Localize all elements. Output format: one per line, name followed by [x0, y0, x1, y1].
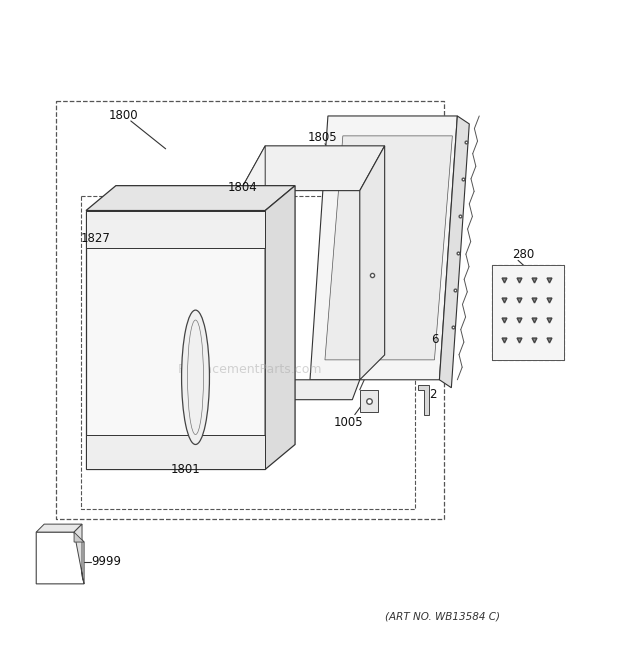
Polygon shape [265, 186, 295, 469]
Text: ReplacementParts.com: ReplacementParts.com [178, 364, 322, 376]
Polygon shape [86, 434, 265, 469]
Text: 9999: 9999 [91, 555, 121, 568]
Text: 1005: 1005 [334, 416, 363, 429]
Text: 6: 6 [432, 333, 439, 346]
Polygon shape [241, 146, 265, 380]
Polygon shape [417, 385, 430, 414]
Polygon shape [440, 116, 469, 388]
Text: 1827: 1827 [81, 232, 111, 245]
Polygon shape [233, 380, 360, 400]
Polygon shape [241, 146, 384, 190]
Polygon shape [36, 532, 84, 584]
Polygon shape [86, 211, 265, 469]
Text: 1804: 1804 [228, 181, 257, 194]
Polygon shape [492, 265, 564, 360]
Text: 280: 280 [512, 248, 534, 261]
Polygon shape [74, 524, 84, 584]
Ellipse shape [182, 310, 210, 444]
Polygon shape [325, 136, 453, 360]
Polygon shape [310, 116, 458, 380]
Polygon shape [74, 532, 84, 542]
Polygon shape [86, 211, 265, 249]
Polygon shape [36, 524, 82, 532]
Text: 1800: 1800 [109, 110, 138, 122]
Text: (ART NO. WB13584 C): (ART NO. WB13584 C) [384, 611, 500, 622]
Polygon shape [360, 146, 384, 380]
Text: 1801: 1801 [170, 463, 200, 476]
Text: 1805: 1805 [308, 132, 338, 144]
Text: 2: 2 [430, 388, 437, 401]
Polygon shape [86, 186, 295, 211]
Polygon shape [360, 390, 378, 412]
